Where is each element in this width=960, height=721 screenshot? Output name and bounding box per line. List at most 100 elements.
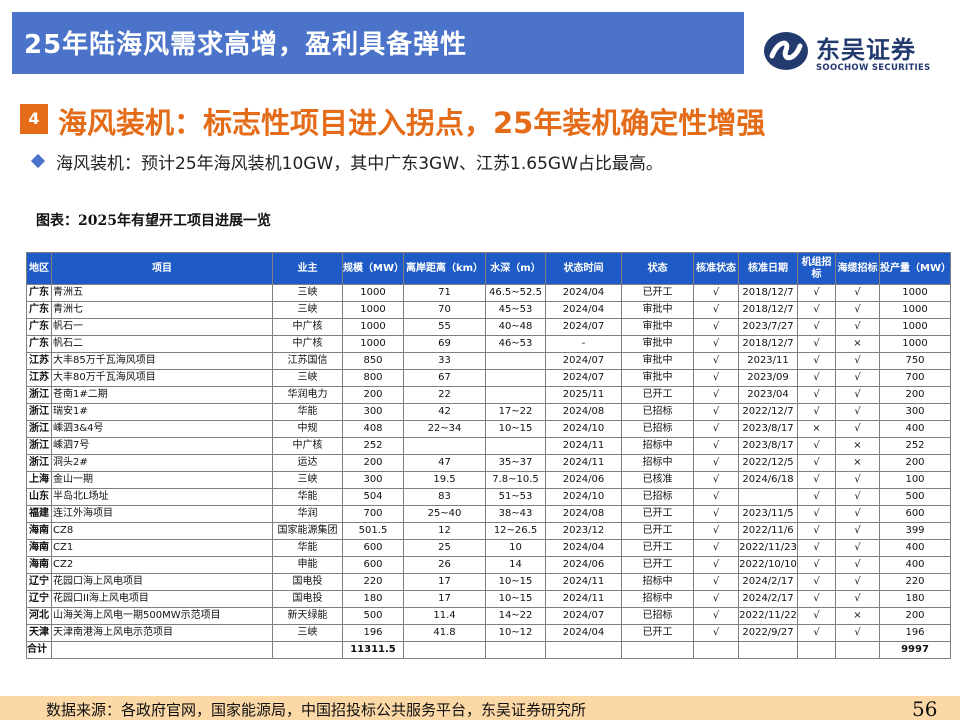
cell-distance: 69: [403, 335, 486, 353]
cell-approval-date: 2024/6/18: [738, 471, 798, 489]
cell-scale: 501.5: [342, 522, 404, 540]
cell-cable-tender: √: [835, 573, 880, 591]
cell-approval-date: 2024/2/17: [738, 590, 798, 608]
cell-region: 辽宁: [26, 590, 52, 608]
cell-turbine-tender: √: [797, 556, 836, 574]
cell-region: 山东: [26, 488, 52, 506]
cell-status: 审批中: [621, 335, 694, 353]
cell-region: 浙江: [26, 386, 52, 404]
cell-approval: √: [693, 403, 739, 421]
total-empty-cell: [545, 641, 622, 659]
cell-cable-tender: √: [835, 590, 880, 608]
cell-status: 招标中: [621, 590, 694, 608]
cell-scale: 800: [342, 369, 404, 387]
cell-approval: √: [693, 539, 739, 557]
cell-distance: 42: [403, 403, 486, 421]
cell-cable-tender: √: [835, 420, 880, 438]
company-logo: 东吴证券 SOOCHOW SECURITIES: [762, 30, 947, 76]
cell-cable-tender: √: [835, 488, 880, 506]
cell-approval-date: 2018/12/7: [738, 335, 798, 353]
cell-status: 审批中: [621, 301, 694, 319]
table-row: 海南 CZ1 华能 600 25 10 2024/04 已开工 √ 2022/11/23 √ √ 400: [26, 539, 951, 557]
cell-region: 浙江: [26, 403, 52, 421]
cell-approval: √: [693, 318, 739, 336]
cell-region: 海南: [26, 522, 52, 540]
cell-turbine-tender: √: [797, 522, 836, 540]
cell-turbine-tender: √: [797, 335, 836, 353]
cell-depth: 14~22: [485, 607, 546, 625]
cell-status-time: 2024/04: [545, 539, 622, 557]
cell-output: 180: [879, 590, 951, 608]
cell-project: 帆石二: [51, 335, 273, 353]
cell-output: 400: [879, 420, 951, 438]
cell-region: 海南: [26, 539, 52, 557]
total-empty-cell: [738, 641, 798, 659]
total-empty-cell: [485, 641, 546, 659]
cell-turbine-tender: √: [797, 386, 836, 404]
cell-status-time: 2024/07: [545, 607, 622, 625]
data-source-note: 数据来源：各政府官网，国家能源局，中国招投标公共服务平台，东吴证券研究所: [46, 701, 587, 719]
cell-approval: √: [693, 573, 739, 591]
total-label: 合计: [26, 641, 52, 659]
table-header-row: 地区 项目 业主 规模（MW） 离岸距离（km） 水深（m） 状态时间 状态 核…: [26, 252, 951, 285]
cell-status-time: 2024/11: [545, 590, 622, 608]
cell-status: 已开工: [621, 284, 694, 302]
cell-status: 招标中: [621, 454, 694, 472]
cell-turbine-tender: √: [797, 488, 836, 506]
cell-approval-date: 2024/2/17: [738, 573, 798, 591]
cell-status-time: 2025/11: [545, 386, 622, 404]
diamond-bullet-icon: [30, 153, 46, 169]
cell-turbine-tender: √: [797, 403, 836, 421]
cell-approval: √: [693, 471, 739, 489]
cell-owner: 中广核: [272, 437, 343, 455]
cell-turbine-tender: √: [797, 284, 836, 302]
cell-cable-tender: √: [835, 318, 880, 336]
cell-turbine-tender: ×: [797, 420, 836, 438]
cell-approval-date: 2022/11/22: [738, 607, 798, 625]
cell-distance: 55: [403, 318, 486, 336]
cell-status-time: 2023/12: [545, 522, 622, 540]
cell-turbine-tender: √: [797, 624, 836, 642]
cell-distance: 41.8: [403, 624, 486, 642]
cell-approval-date: 2023/11/5: [738, 505, 798, 523]
header-scale: 规模（MW）: [342, 252, 404, 285]
table-caption: 图表：2025年有望开工项目进展一览: [36, 213, 271, 229]
cell-project: CZ2: [51, 556, 273, 574]
cell-cable-tender: √: [835, 471, 880, 489]
cell-turbine-tender: √: [797, 318, 836, 336]
section-number-badge: 4: [20, 104, 48, 134]
cell-approval-date: 2022/9/27: [738, 624, 798, 642]
cell-output: 200: [879, 386, 951, 404]
cell-cable-tender: √: [835, 403, 880, 421]
cell-owner: 华润电力: [272, 386, 343, 404]
cell-owner: 申能: [272, 556, 343, 574]
table-row: 海南 CZ8 国家能源集团 501.5 12 12~26.5 2023/12 已开工 √ 2022…: [26, 522, 951, 540]
table-row: 上海 金山一期 三峡 300 19.5 7.8~10.5 2024/06 已核准 √ 2024/6…: [26, 471, 951, 489]
cell-cable-tender: √: [835, 386, 880, 404]
cell-status-time: 2024/10: [545, 488, 622, 506]
cell-depth: 38~43: [485, 505, 546, 523]
table-row: 广东 青洲五 三峡 1000 71 46.5~52.5 2024/04 已开工 √ 2018/12…: [26, 284, 951, 302]
cell-status: 已核准: [621, 471, 694, 489]
section-title: 海风装机：标志性项目进入拐点，25年装机确定性增强: [58, 106, 766, 140]
cell-project: 天津南港海上风电示范项目: [51, 624, 273, 642]
cell-approval: √: [693, 420, 739, 438]
cell-turbine-tender: √: [797, 590, 836, 608]
cell-scale: 300: [342, 403, 404, 421]
cell-output: 1000: [879, 335, 951, 353]
cell-cable-tender: √: [835, 301, 880, 319]
cell-region: 上海: [26, 471, 52, 489]
page-number: 56: [912, 697, 938, 721]
cell-region: 浙江: [26, 454, 52, 472]
cell-project: 山海关海上风电一期500MW示范项目: [51, 607, 273, 625]
cell-depth: 51~53: [485, 488, 546, 506]
cell-region: 辽宁: [26, 573, 52, 591]
cell-project: 花园口II海上风电项目: [51, 590, 273, 608]
cell-status-time: 2024/04: [545, 284, 622, 302]
cell-owner: 运达: [272, 454, 343, 472]
total-empty-cell: [272, 641, 343, 659]
cell-status-time: 2024/04: [545, 624, 622, 642]
cell-depth: 10: [485, 539, 546, 557]
cell-project: 大丰85万千瓦海风项目: [51, 352, 273, 370]
cell-distance: 22~34: [403, 420, 486, 438]
